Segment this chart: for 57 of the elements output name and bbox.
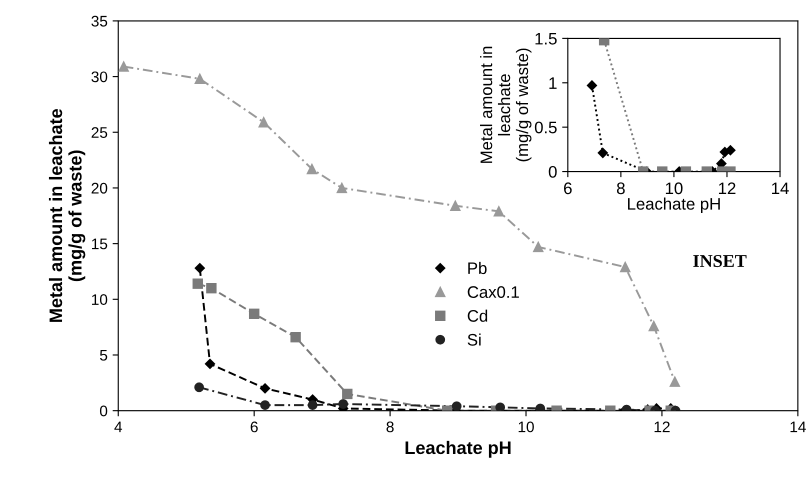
y-tick-label: 10 xyxy=(92,294,108,305)
point xyxy=(194,263,205,274)
point xyxy=(194,382,204,392)
point xyxy=(338,399,348,409)
point xyxy=(204,358,216,370)
y-tick-label: 30 xyxy=(91,71,108,82)
point xyxy=(586,80,598,91)
y-tick-label: 5 xyxy=(100,350,108,361)
x-axis-title: Leachate pH xyxy=(406,440,511,458)
y-tick-label: 20 xyxy=(92,182,108,194)
point xyxy=(495,402,506,411)
point xyxy=(260,383,270,394)
x-tick-label: 8 xyxy=(386,421,394,432)
y-tick-label: 1.5 xyxy=(535,32,557,45)
point xyxy=(336,182,348,194)
point xyxy=(342,388,352,400)
point xyxy=(118,61,129,72)
x-tick-label: 4 xyxy=(114,422,122,432)
legend-label: Cd xyxy=(468,310,488,322)
y-axis-title: Metal amount in leachate (mg/g of waste) xyxy=(480,46,532,163)
x-tick-label: 10 xyxy=(666,182,683,194)
y-tick-label: 0 xyxy=(548,166,557,178)
point xyxy=(258,117,269,128)
x-tick-label: 14 xyxy=(790,422,806,432)
point xyxy=(290,332,301,342)
point xyxy=(620,262,630,272)
x-tick-label: 14 xyxy=(772,182,789,194)
x-axis-title: Leachate pH xyxy=(628,198,720,214)
x-tick-label: 6 xyxy=(564,182,572,194)
point xyxy=(648,320,659,332)
point xyxy=(306,164,318,174)
point xyxy=(192,278,203,289)
x-tick-label: 8 xyxy=(616,182,625,194)
x-tick-label: 6 xyxy=(250,421,258,432)
y-tick-label: 0 xyxy=(100,406,108,416)
y-tick-label: 0.5 xyxy=(534,122,557,134)
point xyxy=(670,376,680,387)
point xyxy=(260,400,270,410)
point xyxy=(248,308,260,319)
point xyxy=(533,242,544,252)
legend-label: Si xyxy=(468,333,481,346)
x-tick-label: 12 xyxy=(718,182,736,194)
legend-label: Pb xyxy=(468,262,487,274)
point xyxy=(494,206,504,217)
legend-label: Cax0.1 xyxy=(468,286,519,298)
x-tick-label: 10 xyxy=(518,421,534,432)
y-tick-label: 35 xyxy=(91,16,108,27)
x-tick-label: 12 xyxy=(654,421,670,432)
annotation: INSET xyxy=(693,254,747,268)
point xyxy=(450,200,461,211)
point xyxy=(308,400,318,410)
point xyxy=(206,282,217,294)
point xyxy=(194,74,206,84)
y-tick-label: 1 xyxy=(549,77,557,89)
y-axis-title: Metal amount in leachate (mg/g of waste) xyxy=(48,109,86,322)
y-tick-label: 15 xyxy=(92,238,108,250)
y-tick-label: 25 xyxy=(92,127,108,138)
